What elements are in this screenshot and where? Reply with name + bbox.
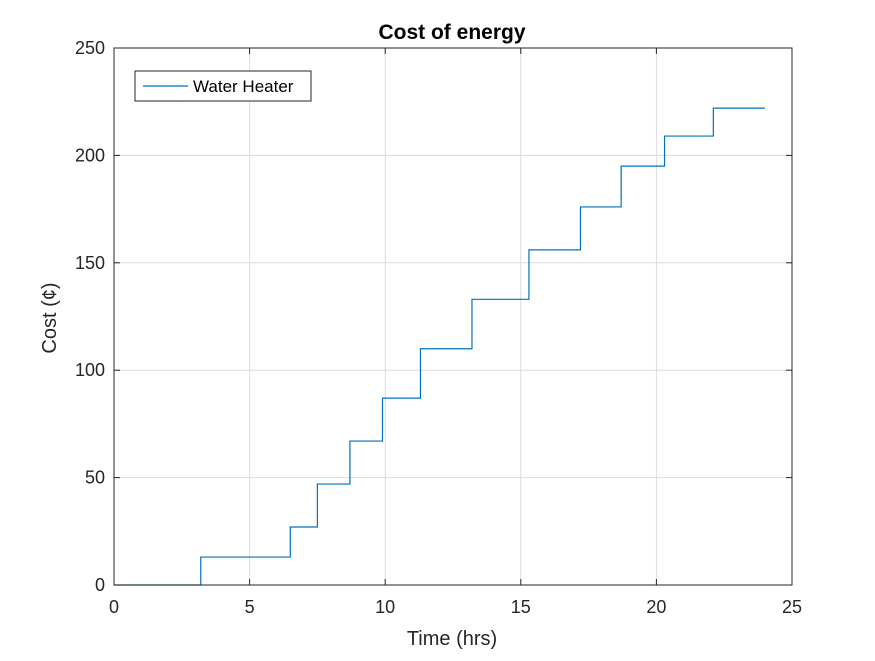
- y-tick-label: 200: [75, 145, 105, 165]
- y-tick-label: 100: [75, 360, 105, 380]
- series-line-0: [114, 107, 765, 586]
- axes-box: [113, 47, 793, 586]
- y-tick-label: 50: [85, 468, 105, 488]
- y-axis-label: Cost (¢): [39, 282, 61, 353]
- x-tick-label: 10: [375, 597, 395, 617]
- x-tick-label: 20: [646, 597, 666, 617]
- x-tick-label: 25: [782, 597, 802, 617]
- chart-title: Cost of energy: [378, 21, 525, 44]
- y-tick-label: 250: [75, 38, 105, 58]
- y-tick-label: 150: [75, 253, 105, 273]
- grid-lines: [113, 47, 793, 586]
- x-axis-label: Time (hrs): [407, 628, 497, 650]
- series-layer: [114, 107, 765, 586]
- y-tick-label: 0: [95, 575, 105, 595]
- legend: Water Heater: [134, 70, 312, 102]
- x-tick-label: 15: [511, 597, 531, 617]
- legend-label-water-heater: Water Heater: [193, 77, 294, 96]
- x-tick-label: 5: [245, 597, 255, 617]
- x-tick-label: 0: [109, 597, 119, 617]
